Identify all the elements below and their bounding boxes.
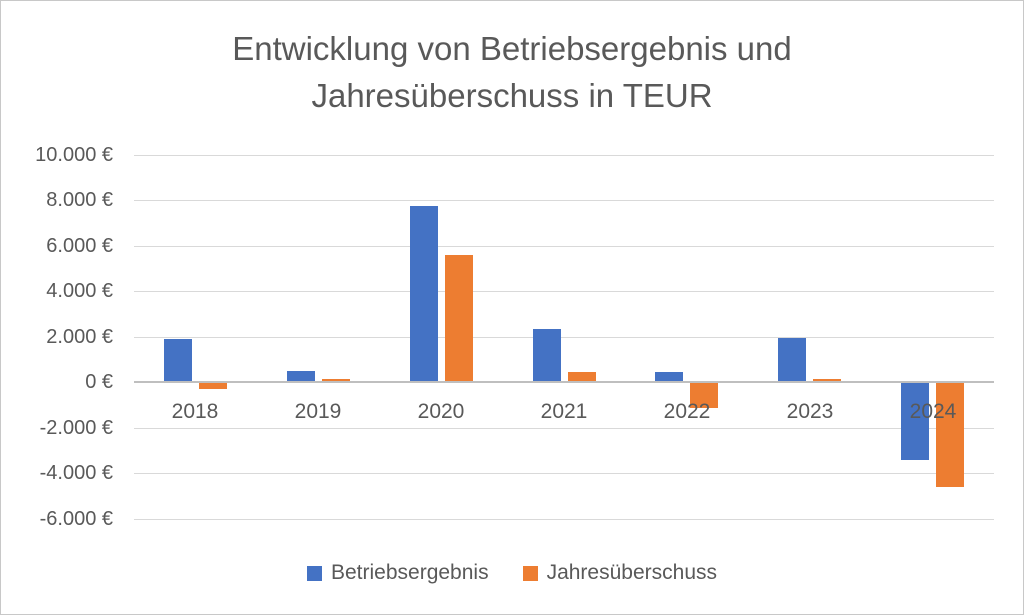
y-axis-tick-label: 10.000 € <box>35 144 113 166</box>
bar-betriebsergebnis-2022 <box>655 372 683 382</box>
bar-betriebsergebnis-2020 <box>410 206 438 382</box>
bar-jahresüberschuss-2021 <box>568 372 596 382</box>
y-axis-tick-label: -2.000 € <box>39 417 113 439</box>
x-axis-category-label: 2019 <box>294 400 342 423</box>
legend-swatch-icon <box>306 565 322 581</box>
gridline <box>134 473 994 474</box>
x-axis-category-label: 2018 <box>171 400 219 423</box>
gridline <box>134 291 994 292</box>
legend-item-betriebsergebnis: Betriebsergebnis <box>306 561 489 585</box>
y-axis-tick-label: 4.000 € <box>46 280 113 302</box>
gridline <box>134 519 994 520</box>
bar-betriebsergebnis-2019 <box>287 371 315 382</box>
gridline <box>134 337 994 338</box>
x-axis-category-label: 2024 <box>909 400 957 423</box>
y-axis-tick-label: 0 € <box>85 371 113 393</box>
gridline <box>134 246 994 247</box>
bar-jahresüberschuss-2020 <box>445 255 473 382</box>
gridline <box>134 155 994 156</box>
y-axis-tick-label: 8.000 € <box>46 189 113 211</box>
x-axis-line <box>134 381 994 383</box>
legend-label: Betriebsergebnis <box>330 561 489 584</box>
chart-legend: Betriebsergebnis Jahresüberschuss <box>1 561 1023 585</box>
bar-betriebsergebnis-2024 <box>901 382 929 460</box>
y-axis-tick-label: 2.000 € <box>46 326 113 348</box>
bar-betriebsergebnis-2023 <box>778 338 806 382</box>
chart-title: Entwicklung von Betriebsergebnis und Jah… <box>232 30 792 114</box>
bar-jahresüberschuss-2022 <box>690 382 718 408</box>
y-axis-tick-label: -4.000 € <box>39 462 113 484</box>
legend-label: Jahresüberschuss <box>546 561 717 584</box>
x-axis-category-label: 2021 <box>540 400 588 423</box>
gridline <box>134 428 994 429</box>
x-axis-category-label: 2020 <box>417 400 465 423</box>
bar-betriebsergebnis-2018 <box>164 339 192 382</box>
bar-jahresüberschuss-2019 <box>322 379 350 382</box>
x-axis-category-label: 2023 <box>786 400 834 423</box>
x-axis-category-label: 2022 <box>663 400 711 423</box>
y-axis-tick-label: 6.000 € <box>46 235 113 257</box>
gridline <box>134 200 994 201</box>
y-axis-tick-label: -6.000 € <box>39 508 113 530</box>
legend-swatch-icon <box>522 565 538 581</box>
legend-item-jahresüberschuss: Jahresüberschuss <box>522 561 717 585</box>
bar-jahresüberschuss-2024 <box>936 382 964 487</box>
bar-betriebsergebnis-2021 <box>533 329 561 382</box>
bar-jahresüberschuss-2023 <box>813 379 841 382</box>
bar-jahresüberschuss-2018 <box>199 382 227 389</box>
